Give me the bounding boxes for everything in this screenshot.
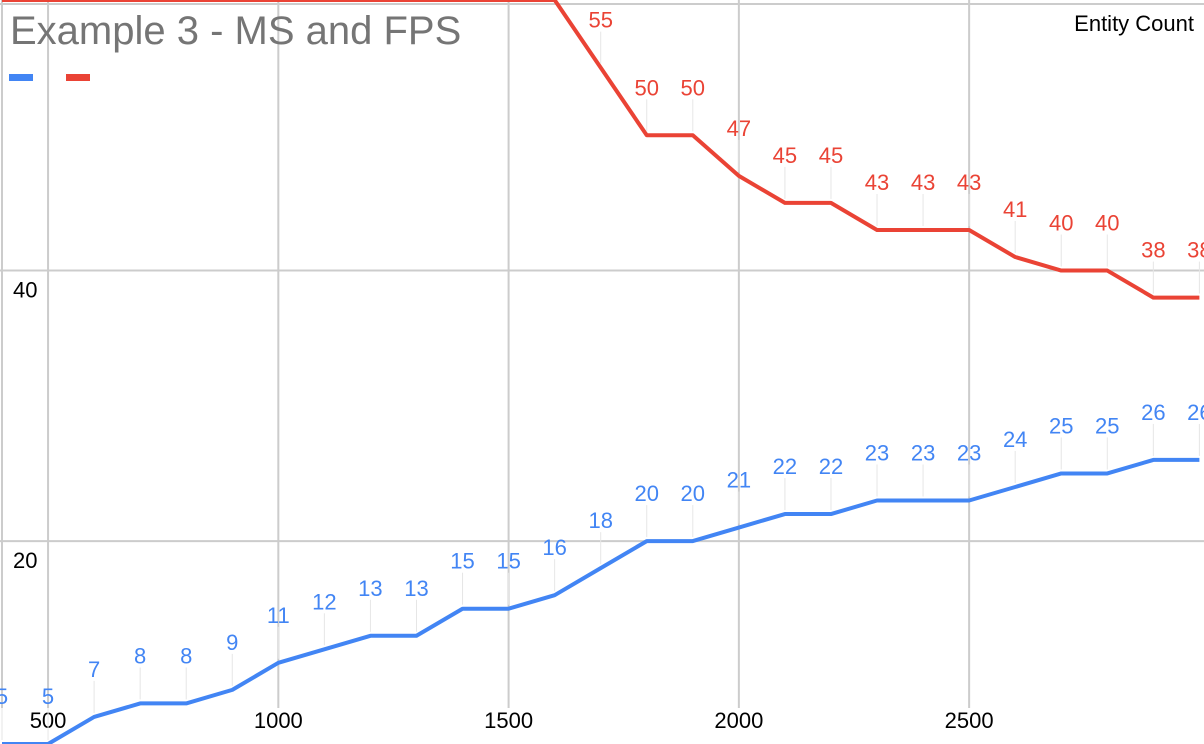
data-label: 20 (681, 481, 705, 506)
data-label: 20 (635, 481, 659, 506)
data-label: 43 (957, 170, 981, 195)
data-label: 22 (819, 454, 843, 479)
data-label: 38 (1141, 238, 1165, 263)
x-tick-label: 2500 (945, 708, 994, 733)
data-label: 38 (1187, 238, 1204, 263)
data-label: 45 (819, 143, 843, 168)
data-label: 5 (42, 684, 54, 709)
data-label: 43 (865, 170, 889, 195)
data-label: 40 (1049, 211, 1073, 236)
data-label: 40 (1095, 211, 1119, 236)
x-tick-label: 1000 (254, 708, 303, 733)
series-line-2 (2, 0, 1200, 300)
chart-title: Example 3 - MS and FPS (10, 9, 461, 53)
data-label: 18 (588, 508, 612, 533)
legend (9, 74, 90, 81)
data-label: 43 (911, 170, 935, 195)
data-label: 25 (1049, 413, 1073, 438)
data-label: 13 (358, 576, 382, 601)
data-label: 15 (450, 549, 474, 574)
data-label: 55 (588, 8, 612, 33)
series-line-1 (2, 457, 1200, 744)
data-label: 15 (496, 549, 520, 574)
data-label: 50 (635, 75, 659, 100)
legend-swatch-2 (66, 74, 90, 81)
y-tick-label: 40 (13, 278, 37, 303)
data-label: 45 (773, 143, 797, 168)
data-label: 5 (0, 684, 8, 709)
data-label: 23 (865, 441, 889, 466)
legend-swatch-1 (9, 74, 33, 81)
top-right-label: Entity Count (1074, 11, 1194, 36)
data-label: 22 (773, 454, 797, 479)
data-label: 21 (727, 468, 751, 493)
x-axis-ticks: 500 1000 1500 2000 2500 (30, 708, 994, 733)
y-tick-label: 20 (13, 548, 37, 573)
data-label: 23 (911, 441, 935, 466)
data-label: 11 (267, 603, 290, 628)
data-label: 25 (1095, 413, 1119, 438)
data-label: 26 (1141, 400, 1165, 425)
data-label: 13 (404, 576, 428, 601)
data-label: 12 (312, 589, 336, 614)
data-label: 8 (180, 643, 192, 668)
data-label: 24 (1003, 427, 1027, 452)
x-tick-label: 1500 (484, 708, 533, 733)
data-label: 50 (681, 75, 705, 100)
x-tick-label: 2000 (714, 708, 763, 733)
data-label: 23 (957, 441, 981, 466)
data-label: 16 (542, 535, 566, 560)
data-label: 47 (727, 116, 751, 141)
data-label: 26 (1187, 400, 1204, 425)
data-label: 8 (134, 643, 146, 668)
data-label: 41 (1003, 197, 1027, 222)
data-label: 7 (88, 657, 100, 682)
grid-lines (0, 0, 1204, 708)
data-label: 9 (226, 630, 238, 655)
